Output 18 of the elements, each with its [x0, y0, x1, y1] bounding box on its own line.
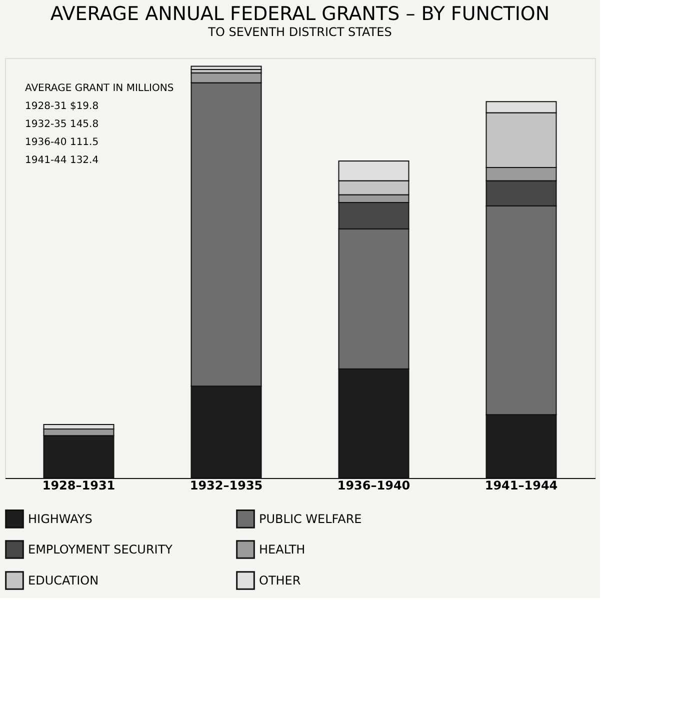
annotation: 1932-35 145.8	[25, 119, 99, 130]
chart-title: AVERAGE ANNUAL FEDERAL GRANTS – BY FUNCTION	[50, 3, 550, 25]
annotation: 1928-31 $19.8	[25, 101, 99, 112]
annotation: AVERAGE GRANT IN MILLIONS	[25, 83, 174, 94]
legend-label: EMPLOYMENT SECURITY	[28, 542, 174, 556]
legend-label: HIGHWAYS	[28, 512, 92, 526]
legend-label: EDUCATION	[28, 574, 99, 588]
x-tick-label: 1932–1935	[190, 478, 263, 492]
legend-label: HEALTH	[259, 542, 306, 556]
chart-subtitle: TO SEVENTH DISTRICT STATES	[207, 25, 392, 39]
legend-label: PUBLIC WELFARE	[259, 512, 362, 526]
x-tick-label: 1936–1940	[337, 478, 410, 492]
bar	[190, 66, 262, 70]
annotation: 1936-40 111.5	[25, 137, 99, 148]
legend-label: OTHER	[259, 574, 301, 588]
x-tick-label: 1928–1931	[42, 478, 116, 492]
annotation: 1941-44 132.4	[25, 155, 99, 166]
x-tick-label: 1941–1944	[484, 478, 558, 492]
